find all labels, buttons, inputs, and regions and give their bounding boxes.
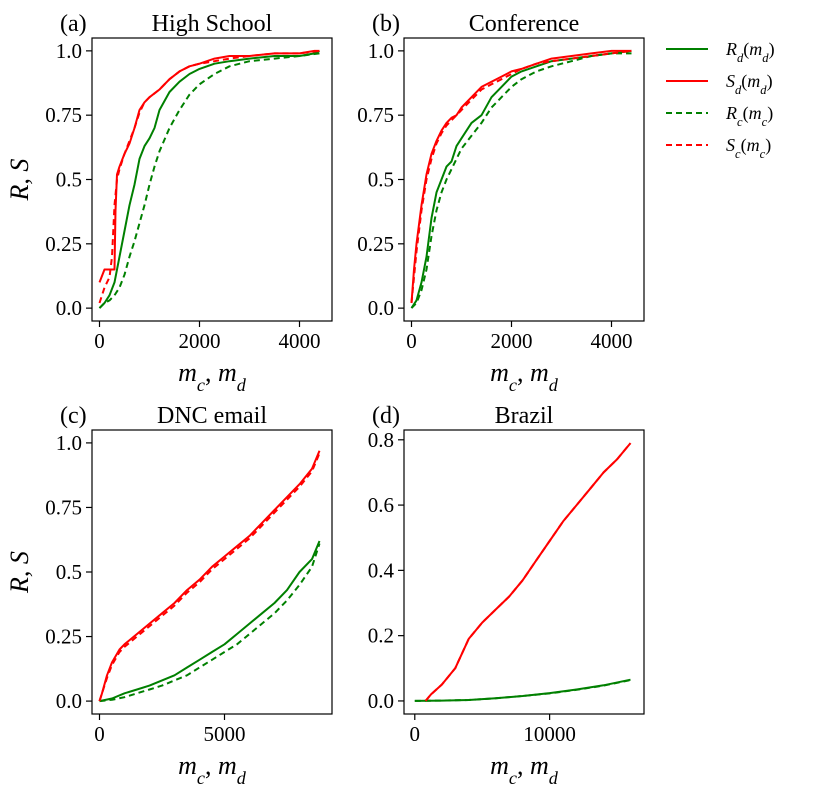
panel-b-xtick-label: 4000 — [591, 329, 633, 353]
legend-entry-0-label: Rd(md) — [725, 39, 775, 65]
panel-a-ylabel: R, S — [5, 159, 34, 202]
panel-c-ytick-label: 0.25 — [45, 625, 82, 649]
legend-entry-3-label: Sc(mc) — [726, 135, 771, 161]
panel-a-ytick-label: 0.25 — [45, 232, 82, 256]
panel-d-title: Brazil — [495, 403, 554, 429]
panel-d-xlabel: mc, md — [490, 751, 559, 785]
panel-a-title: High School — [152, 11, 273, 37]
panel-c-ylabel: R, S — [5, 551, 34, 594]
panel-b-title: Conference — [469, 11, 580, 37]
panel-c-series-scmc-line — [98, 452, 321, 702]
panel-c-frame — [91, 429, 333, 715]
panel-b-series-sdmd-line — [410, 49, 632, 304]
panel-b-ytick-label: 0.0 — [368, 296, 394, 320]
panel-d-series-rdmd-line — [414, 678, 631, 702]
panel-c-ytick-label: 0.5 — [56, 560, 82, 584]
panel-b-xtick-label: 2000 — [491, 329, 533, 353]
panel-d-ytick-label: 0.2 — [368, 624, 394, 648]
panel-b-xtick-label: 0 — [406, 329, 417, 353]
panel-a-series-rdmd-line — [98, 50, 320, 309]
panel-b-ytick-label: 0.25 — [357, 232, 394, 256]
panel-d-ytick-label: 0.8 — [368, 428, 394, 452]
panel-b-ytick-label: 1.0 — [368, 39, 394, 63]
panel-a-ytick-label: 0.5 — [56, 168, 82, 192]
panel-c-title: DNC email — [157, 403, 267, 429]
panel-a-xtick-label: 4000 — [279, 329, 321, 353]
panel-a-series-scmc-line — [98, 49, 320, 304]
panel-a-ytick-label: 0.0 — [56, 296, 82, 320]
panel-b-xlabel: mc, md — [490, 358, 559, 395]
panel-c-xtick-label: 0 — [94, 722, 105, 746]
panel-c-ytick-label: 0.0 — [56, 689, 82, 713]
panel-c-tag: (c) — [60, 403, 87, 429]
panel-c-series-sdmd-line — [98, 450, 321, 702]
panel-a-xtick-label: 2000 — [179, 329, 221, 353]
panel-d-ytick-label: 0.0 — [368, 689, 394, 713]
panel-a-xlabel: mc, md — [178, 358, 247, 395]
panel-d-xtick-label: 10000 — [523, 722, 576, 746]
panel-c-series-rcmc-line — [99, 543, 321, 703]
panel-d-frame — [403, 429, 645, 715]
panel-b-series-rcmc-line — [410, 52, 632, 309]
panel-b-ytick-label: 0.5 — [368, 168, 394, 192]
legend-entry-2-label: Rc(mc) — [725, 103, 773, 129]
panel-d-series-rcmc-line — [414, 679, 631, 702]
panel-b-series-rdmd-line — [410, 49, 632, 309]
panel-a-tag: (a) — [60, 11, 87, 37]
panel-b-tag: (b) — [372, 11, 400, 37]
panel-c-ytick-label: 1.0 — [56, 431, 82, 455]
panel-a-frame — [91, 37, 333, 322]
panel-b-ytick-label: 0.75 — [357, 103, 394, 127]
panel-c-xlabel: mc, md — [178, 751, 247, 785]
panel-c-ytick-label: 0.75 — [45, 495, 82, 519]
panel-d-xtick-label: 0 — [410, 722, 421, 746]
panel-c-xtick-label: 5000 — [204, 722, 246, 746]
panel-d-series-sdmd-line — [424, 442, 632, 702]
panel-b-frame — [403, 37, 645, 322]
panel-a-series-rcmc-line — [98, 52, 320, 309]
panel-d-ytick-label: 0.4 — [368, 558, 395, 582]
legend-entry-1-label: Sd(md) — [726, 71, 773, 97]
panel-a-ytick-label: 1.0 — [56, 39, 82, 63]
panel-d-ytick-label: 0.6 — [368, 493, 394, 517]
panel-b-series-scmc-line — [410, 49, 632, 304]
panel-c-series-rdmd-line — [99, 540, 321, 703]
panel-d-tag: (d) — [372, 403, 400, 429]
panel-a-xtick-label: 0 — [94, 329, 105, 353]
panel-a-ytick-label: 0.75 — [45, 103, 82, 127]
